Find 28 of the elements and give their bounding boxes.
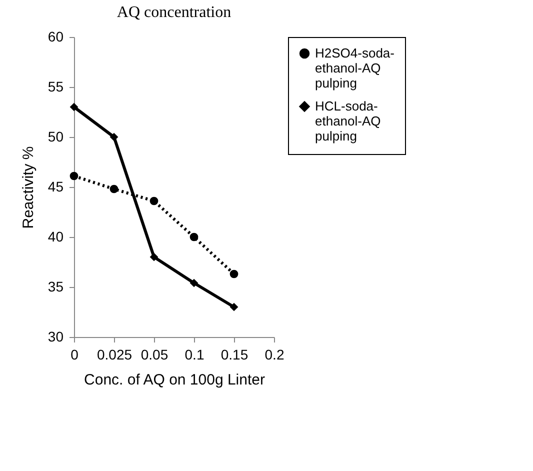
point (190, 232, 198, 242)
chart-title: AQ concentration (116, 4, 232, 21)
y-tick-label: 60 (48, 28, 64, 44)
x-tick-label: 0.025 (96, 346, 132, 362)
y-tick-label: 50 (48, 128, 64, 144)
point (70, 172, 78, 180)
point (110, 132, 118, 142)
x-axis-title: Conc. of AQ on 100g Linter (84, 372, 265, 388)
point (230, 270, 238, 278)
legend-label: HCL-soda-ethanol-AQ pulping (315, 98, 381, 144)
point (150, 196, 158, 206)
x-tick-label: 0.1 (184, 346, 204, 362)
y-axis-title: Reactivity % (20, 146, 37, 229)
point (110, 184, 118, 194)
point (190, 278, 198, 288)
y-tick-label: 40 (48, 228, 64, 244)
y-tick-label: 55 (48, 78, 64, 94)
point (70, 102, 78, 112)
legend-label: H2SO4-soda-ethanol-AQ pulping (315, 46, 394, 90)
x-tick-label: 0.15 (220, 346, 248, 362)
x-tick-label: 0.05 (140, 346, 168, 362)
y-tick-label: 35 (48, 278, 64, 294)
x-tick-label: 0.2 (264, 346, 284, 362)
y-tick-label: 45 (48, 178, 64, 194)
x-tick-label: 0 (70, 346, 79, 362)
point (230, 302, 238, 312)
point (150, 252, 158, 262)
y-tick-label: 30 (48, 328, 64, 344)
